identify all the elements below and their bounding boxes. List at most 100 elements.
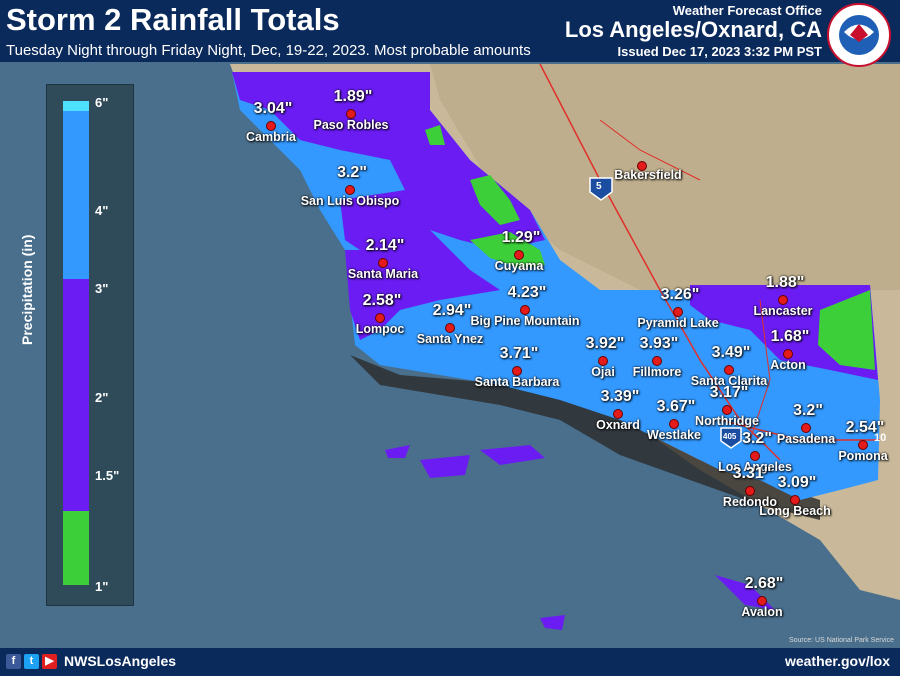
city-name: Santa Maria — [347, 267, 419, 281]
city-name: Oxnard — [596, 418, 640, 432]
zone-3-to-6 — [232, 72, 880, 500]
precip-legend: Precipitation (in) 6" 4" 3" 2" 1.5" 1" — [19, 84, 134, 606]
city-name: Westlake — [647, 428, 701, 442]
city-name: Pasadena — [776, 432, 836, 446]
highway-405-label: 405 — [723, 432, 737, 441]
office-label: Weather Forecast Office — [672, 3, 822, 18]
rain-value: 2.54" — [845, 419, 885, 436]
rain-value: 3.71" — [499, 345, 539, 362]
highway-5-label: 5 — [596, 181, 602, 192]
channel-islands — [385, 445, 410, 458]
rain-value: 3.39" — [600, 388, 640, 405]
city-name: Redondo — [722, 495, 778, 509]
city-dot — [801, 423, 811, 433]
social-handle[interactable]: NWSLosAngeles — [64, 653, 177, 669]
footer-bar: f t ▶ NWSLosAngeles weather.gov/lox — [0, 648, 900, 676]
city-name: Pomona — [838, 449, 888, 463]
city-dot — [673, 307, 683, 317]
page-subtitle: Tuesday Night through Friday Night, Dec,… — [6, 42, 531, 59]
legend-tick-1: 1" — [95, 579, 109, 594]
city-name: Santa Barbara — [474, 375, 560, 389]
highway-405-shield — [720, 427, 742, 449]
rain-value: 2.68" — [744, 575, 784, 592]
office-city: Los Angeles/Oxnard, CA — [564, 17, 822, 42]
website-link[interactable]: weather.gov/lox — [784, 653, 890, 669]
rain-value: 3.2" — [742, 430, 772, 447]
city-dot — [445, 323, 455, 333]
city-name: Bakersfield — [614, 168, 682, 182]
rain-value: 3.26" — [660, 286, 700, 303]
rain-value: 3.2" — [793, 402, 823, 419]
city-name: Acton — [770, 358, 806, 372]
city-dot — [722, 405, 732, 415]
rain-value: 3.92" — [585, 335, 625, 352]
city-dot — [345, 185, 355, 195]
city-dot — [724, 365, 734, 375]
rain-value: 1.68" — [770, 328, 810, 345]
city-dot — [757, 596, 767, 606]
city-dot — [669, 419, 679, 429]
rain-value: 3.2" — [337, 164, 367, 181]
legend-tick-3: 3" — [95, 281, 109, 296]
rain-value: 2.94" — [432, 302, 472, 319]
rain-value: 3.09" — [777, 474, 817, 491]
city-name: Fillmore — [632, 365, 682, 379]
city-dot — [652, 356, 662, 366]
facebook-icon[interactable]: f — [6, 654, 21, 669]
city-name: Santa Clarita — [690, 374, 768, 388]
header-bar: Storm 2 Rainfall Totals Tuesday Night th… — [0, 0, 900, 67]
city-dot — [790, 495, 800, 505]
zone-1.5-to-3-central — [345, 230, 500, 340]
city-dot — [512, 366, 522, 376]
city-name: Avalon — [741, 605, 783, 619]
highway-5-shield — [589, 177, 613, 201]
rain-value: 4.23" — [507, 284, 547, 301]
city-dot — [514, 250, 524, 260]
rain-value: 3.49" — [711, 344, 751, 361]
legend-tick-2: 2" — [95, 390, 109, 405]
city-name: Los Angeles — [718, 460, 792, 474]
issued-time: Issued Dec 17, 2023 3:32 PM PST — [617, 44, 823, 59]
twitter-icon[interactable]: t — [24, 654, 39, 669]
map-credit: Source: US National Park Service — [788, 637, 894, 644]
city-dot — [745, 486, 755, 496]
city-dot — [520, 305, 530, 315]
city-name: Cambria — [245, 130, 297, 144]
city-name: Santa Ynez — [416, 332, 484, 346]
city-name: San Luis Obispo — [300, 194, 400, 208]
city-dot — [598, 356, 608, 366]
city-dot — [613, 409, 623, 419]
rain-value: 2.14" — [365, 237, 405, 254]
youtube-icon[interactable]: ▶ — [42, 654, 57, 669]
city-name: Big Pine Mountain — [470, 314, 580, 328]
city-dot — [266, 121, 276, 131]
zone-1.5-to-3-north — [232, 72, 545, 250]
city-dot — [637, 161, 647, 171]
rain-value: 3.17" — [709, 384, 749, 401]
city-dot — [375, 313, 385, 323]
city-name: Cuyama — [494, 259, 544, 273]
rain-value: 1.88" — [765, 274, 805, 291]
city-dot — [346, 109, 356, 119]
legend-tick-4: 4" — [95, 203, 109, 218]
city-name: Lancaster — [753, 304, 813, 318]
rain-value: 3.04" — [253, 100, 293, 117]
city-dot — [378, 258, 388, 268]
city-dot — [750, 451, 760, 461]
rain-value: 3.93" — [639, 335, 679, 352]
city-dot — [783, 349, 793, 359]
page-title: Storm 2 Rainfall Totals — [6, 2, 340, 37]
city-name: Northridge — [695, 414, 759, 428]
city-name: Paso Robles — [313, 118, 389, 132]
rain-value: 1.29" — [501, 229, 541, 246]
city-dot — [858, 440, 868, 450]
zone-1-to-1.5 — [470, 175, 520, 225]
highway-10-label: 10 — [874, 432, 887, 444]
city-dot — [778, 295, 788, 305]
city-name: Ojai — [591, 365, 615, 379]
city-name: Pyramid Lake — [637, 316, 719, 330]
legend-tick-1.5: 1.5" — [95, 468, 120, 483]
legend-title: Precipitation (in) — [19, 234, 35, 345]
rain-value: 3.67" — [656, 398, 696, 415]
rain-value: 2.58" — [362, 292, 402, 309]
